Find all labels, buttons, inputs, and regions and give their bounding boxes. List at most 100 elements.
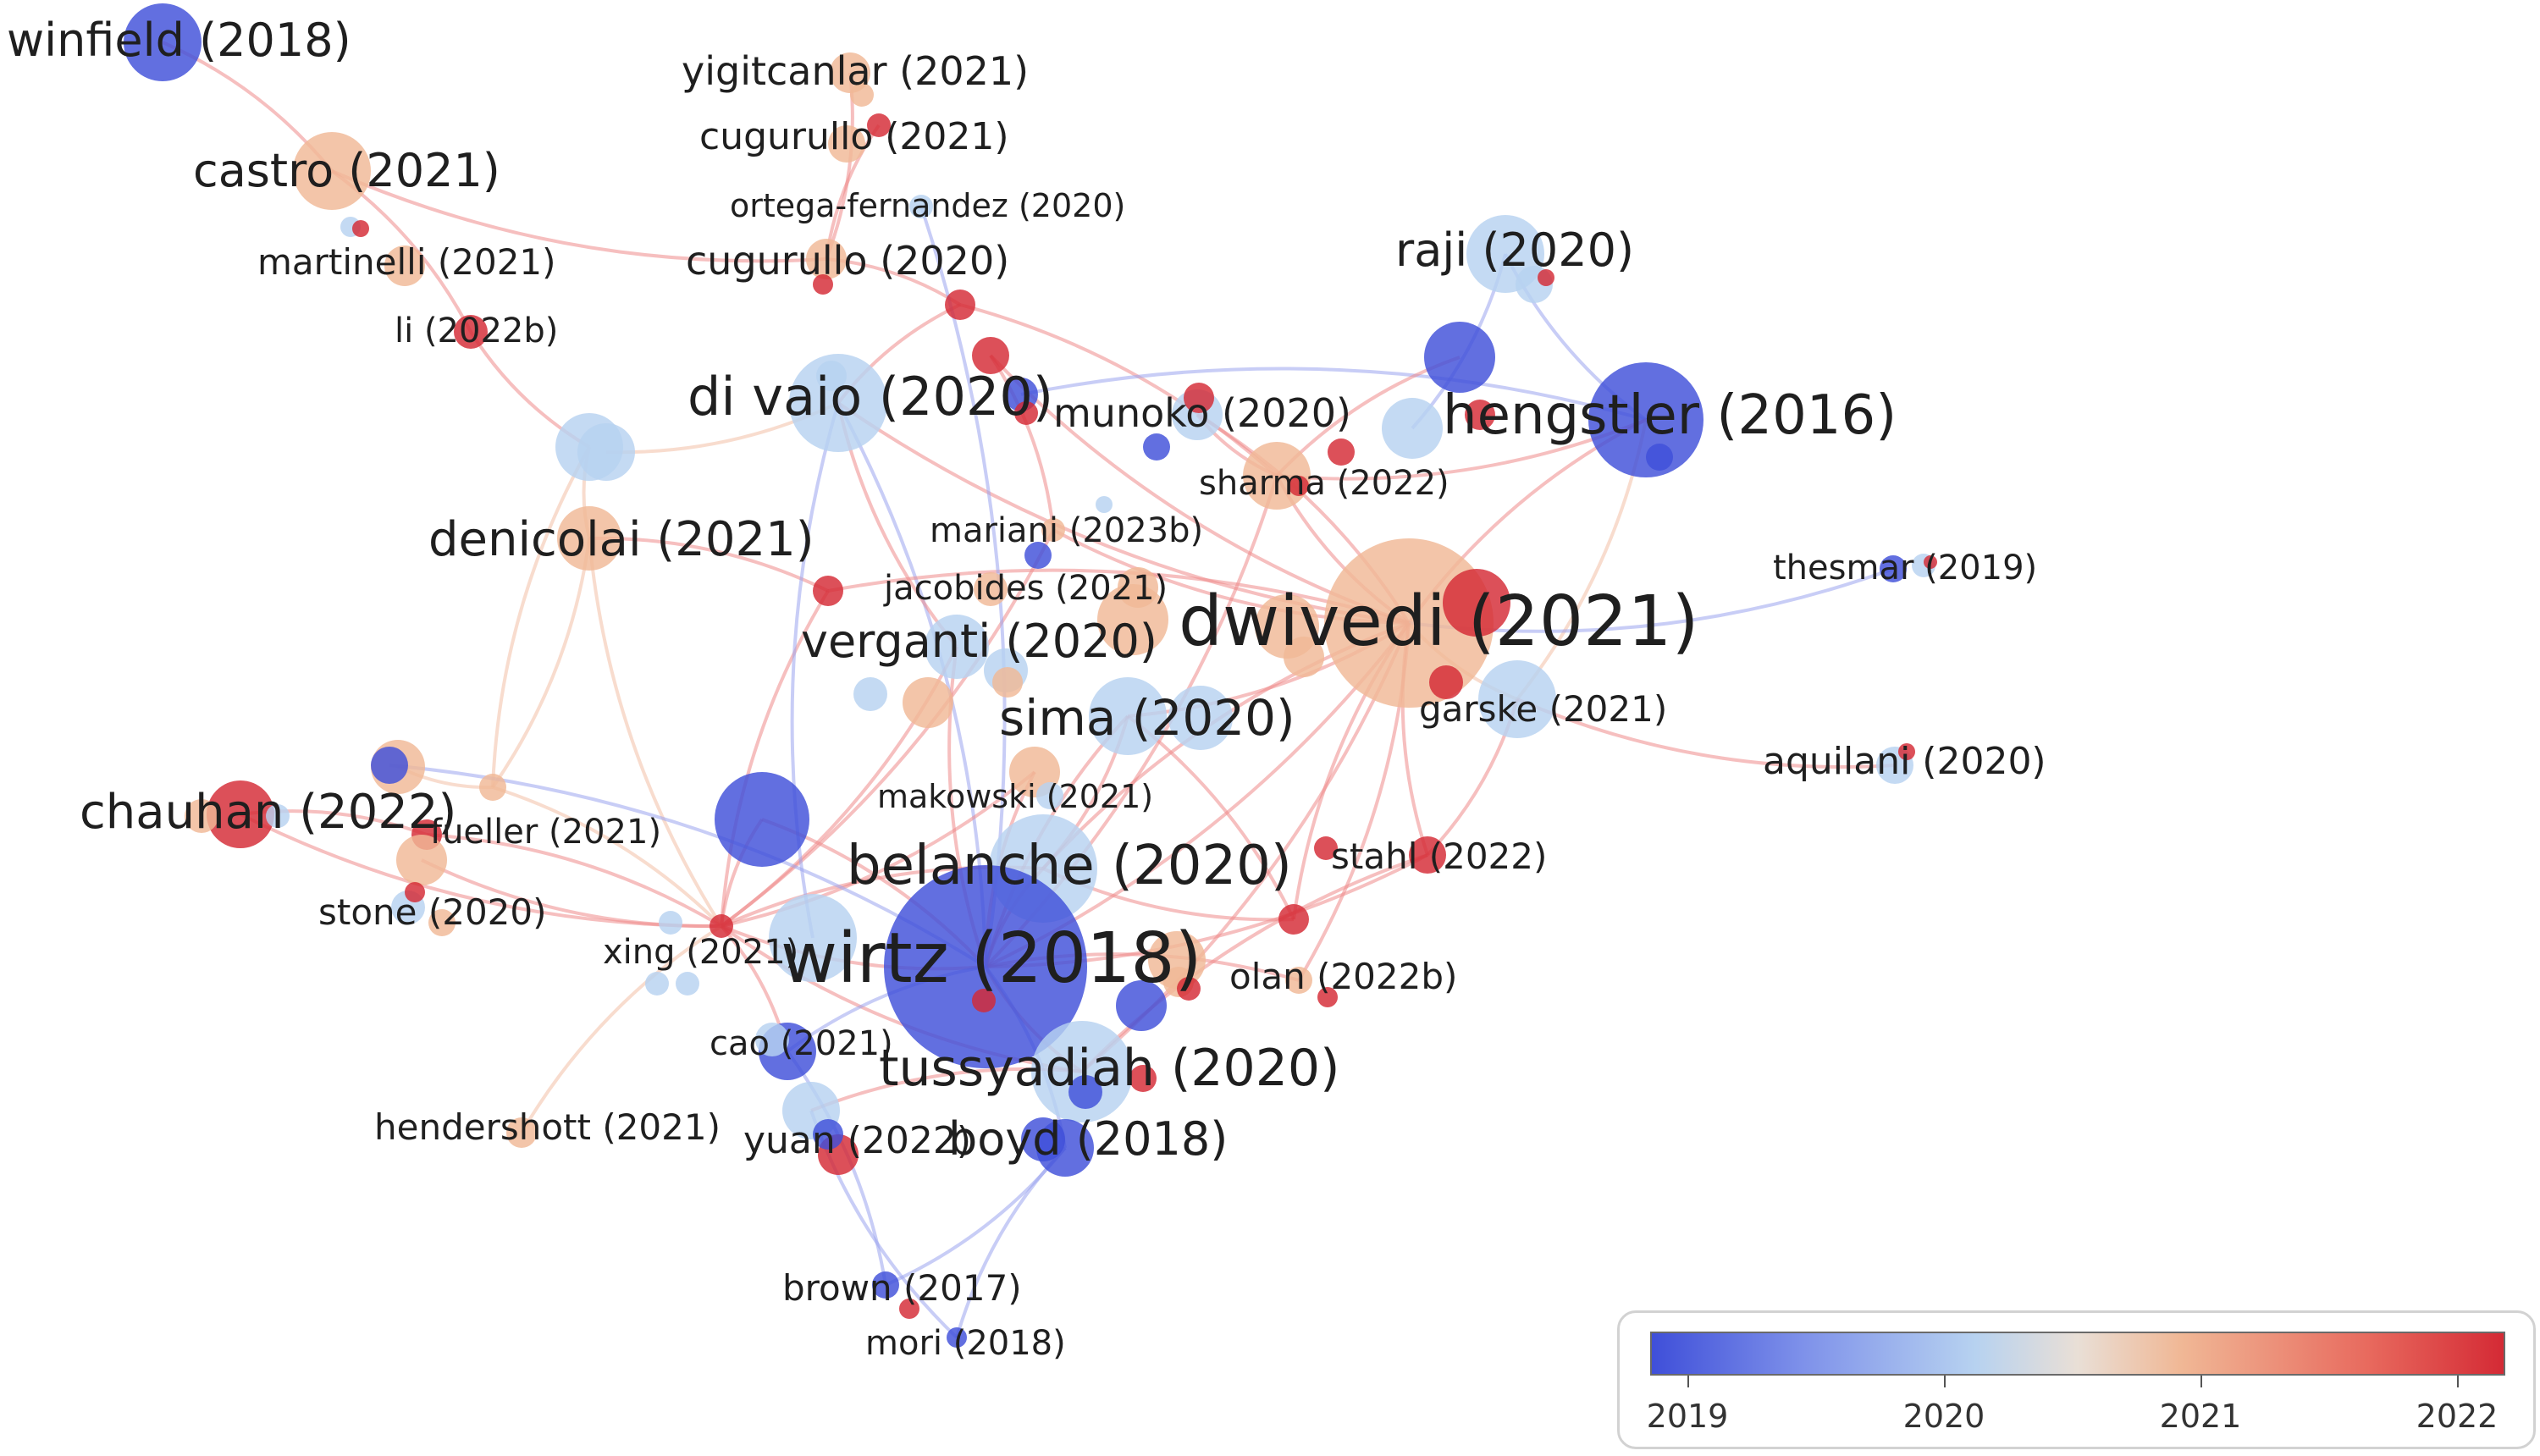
label-boyd[interactable]: boyd (2018) bbox=[948, 1112, 1228, 1166]
label-ortega-fernandez[interactable]: ortega-fernandez (2020) bbox=[730, 187, 1125, 224]
node-sharma-r[interactable] bbox=[1328, 438, 1355, 466]
label-xing[interactable]: xing (2021) bbox=[603, 933, 798, 972]
node-n-red2[interactable] bbox=[972, 337, 1009, 374]
label-sima[interactable]: sima (2020) bbox=[999, 689, 1295, 747]
node-jac-r[interactable] bbox=[813, 576, 843, 606]
node-chau-s[interactable] bbox=[266, 804, 290, 828]
label-denicolai[interactable]: denicolai (2021) bbox=[428, 512, 814, 567]
label-munoko[interactable]: munoko (2020) bbox=[1053, 390, 1351, 436]
label-winfield[interactable]: winfield (2018) bbox=[7, 14, 351, 67]
node-n-lb1[interactable] bbox=[1382, 398, 1443, 459]
node-stahl-r[interactable] bbox=[1314, 836, 1338, 860]
node-tussyadiah[interactable] bbox=[1031, 1021, 1133, 1122]
node-ortega[interactable] bbox=[909, 195, 933, 218]
node-verg-p2[interactable] bbox=[853, 677, 887, 711]
node-olan-r[interactable] bbox=[1317, 987, 1338, 1007]
node-li[interactable] bbox=[454, 315, 488, 349]
label-martinelli[interactable]: martinelli (2021) bbox=[257, 241, 556, 283]
node-sharma-r2[interactable] bbox=[1289, 476, 1309, 496]
node-n-blue2[interactable] bbox=[1143, 433, 1170, 461]
node-cugurullo2021[interactable] bbox=[867, 113, 891, 137]
label-chauhan[interactable]: chauhan (2022) bbox=[80, 785, 456, 840]
node-jacobides[interactable] bbox=[974, 572, 1008, 606]
node-tuss-r[interactable] bbox=[1129, 1065, 1157, 1092]
node-mariani-b[interactable] bbox=[1024, 542, 1052, 569]
label-yuan[interactable]: yuan (2022) bbox=[743, 1119, 971, 1162]
node-garske[interactable] bbox=[1478, 660, 1556, 738]
node-stone-r[interactable] bbox=[405, 882, 425, 902]
label-di-vaio[interactable]: di vaio (2020) bbox=[687, 366, 1053, 427]
node-thes3[interactable] bbox=[1924, 555, 1937, 569]
label-stahl[interactable]: stahl (2022) bbox=[1331, 836, 1547, 877]
node-divaio[interactable] bbox=[789, 354, 887, 452]
label-garske[interactable]: garske (2021) bbox=[1419, 688, 1667, 730]
node-aq-r[interactable] bbox=[1898, 743, 1915, 760]
node-n-red5[interactable] bbox=[1278, 904, 1309, 935]
node-olan[interactable] bbox=[1285, 967, 1312, 994]
label-stone[interactable]: stone (2020) bbox=[318, 891, 547, 933]
label-brown[interactable]: brown (2017) bbox=[782, 1267, 1022, 1309]
node-chau-p[interactable] bbox=[185, 799, 218, 833]
node-wirtz-r2[interactable] bbox=[1177, 977, 1201, 1001]
node-big-blue1[interactable] bbox=[1424, 322, 1495, 393]
label-yigitcanlar[interactable]: yigitcanlar (2021) bbox=[682, 48, 1029, 94]
label-jacobides[interactable]: jacobides (2021) bbox=[883, 569, 1168, 608]
node-dw-p3[interactable] bbox=[1284, 637, 1324, 677]
node-n-red1[interactable] bbox=[945, 290, 975, 320]
node-cugu21b[interactable] bbox=[828, 125, 865, 163]
node-brown[interactable] bbox=[872, 1271, 899, 1299]
label-verganti[interactable]: verganti (2020) bbox=[801, 615, 1157, 668]
label-castro[interactable]: castro (2021) bbox=[193, 144, 500, 197]
node-wirtz[interactable] bbox=[884, 865, 1087, 1068]
node-n-tiny[interactable] bbox=[1096, 496, 1113, 513]
node-xing[interactable] bbox=[710, 914, 733, 938]
node-gar-r[interactable] bbox=[1429, 665, 1463, 699]
label-dwivedi[interactable]: dwivedi (2021) bbox=[1179, 582, 1698, 662]
label-tussyadiah[interactable]: tussyadiah (2020) bbox=[879, 1039, 1339, 1098]
node-stone3[interactable] bbox=[428, 909, 456, 936]
node-cao2[interactable] bbox=[755, 1023, 789, 1056]
node-mak-s[interactable] bbox=[1036, 782, 1063, 809]
node-raji3[interactable] bbox=[1538, 269, 1554, 286]
node-munoko-r[interactable] bbox=[1184, 383, 1214, 413]
node-mariani[interactable] bbox=[1041, 518, 1065, 542]
node-xing4[interactable] bbox=[676, 972, 699, 995]
node-dw-p5[interactable] bbox=[1118, 567, 1158, 608]
node-xing2[interactable] bbox=[659, 911, 682, 935]
label-hendershott[interactable]: hendershott (2021) bbox=[374, 1106, 721, 1148]
node-mid-blue[interactable] bbox=[715, 772, 809, 867]
label-thesmar[interactable]: thesmar (2019) bbox=[1773, 549, 2037, 587]
node-n-red3[interactable] bbox=[1014, 401, 1038, 425]
label-fueller[interactable]: fueller (2021) bbox=[430, 813, 661, 852]
node-wirtz-b[interactable] bbox=[1116, 980, 1167, 1031]
node-dw-r[interactable] bbox=[1443, 569, 1510, 637]
label-mori[interactable]: mori (2018) bbox=[865, 1324, 1066, 1363]
node-winfield[interactable] bbox=[124, 3, 202, 81]
node-boyd2[interactable] bbox=[1021, 1117, 1065, 1161]
label-li[interactable]: li (2022b) bbox=[395, 312, 558, 350]
node-divaio-s[interactable] bbox=[816, 361, 847, 391]
node-yigit2[interactable] bbox=[850, 83, 874, 107]
node-yigitcanlar[interactable] bbox=[830, 52, 870, 93]
node-sima[interactable] bbox=[1089, 677, 1167, 755]
node-hendershott[interactable] bbox=[506, 1117, 537, 1148]
label-aquilani[interactable]: aquilani (2020) bbox=[1763, 740, 2046, 783]
label-olan[interactable]: olan (2022b) bbox=[1229, 956, 1457, 997]
node-stone[interactable] bbox=[396, 835, 447, 885]
node-n-lb3[interactable] bbox=[769, 894, 857, 982]
node-sima2[interactable] bbox=[1168, 686, 1233, 750]
node-denicolai[interactable] bbox=[557, 506, 621, 571]
label-belanche[interactable]: belanche (2020) bbox=[847, 835, 1292, 897]
node-ful-p[interactable] bbox=[479, 774, 506, 801]
label-wirtz[interactable]: wirtz (2018) bbox=[781, 918, 1202, 999]
node-wirtz-r1[interactable] bbox=[972, 989, 996, 1012]
node-tuss-b[interactable] bbox=[1068, 1075, 1102, 1109]
node-brown-r[interactable] bbox=[899, 1299, 919, 1319]
node-martinelli[interactable] bbox=[384, 245, 425, 286]
node-sima-p[interactable] bbox=[992, 667, 1023, 698]
node-n-pp2[interactable] bbox=[371, 747, 408, 784]
label-mariani[interactable]: mariani (2023b) bbox=[930, 511, 1203, 550]
label-hengstler[interactable]: hengstler (2016) bbox=[1443, 384, 1897, 447]
node-mori[interactable] bbox=[947, 1327, 967, 1348]
label-cao[interactable]: cao (2021) bbox=[710, 1024, 893, 1063]
